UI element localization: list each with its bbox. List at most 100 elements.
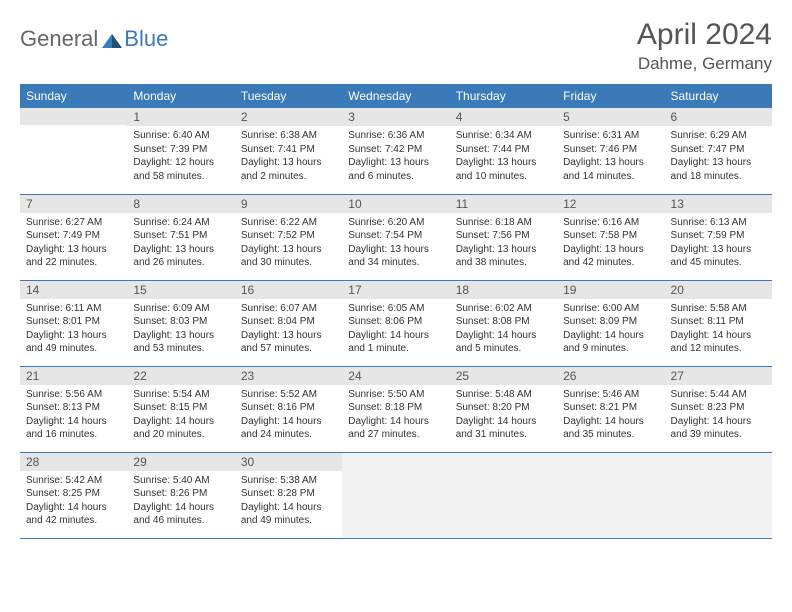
calendar-week-row: 1Sunrise: 6:40 AMSunset: 7:39 PMDaylight…	[20, 108, 772, 194]
sunrise-line: Sunrise: 5:46 AM	[563, 388, 658, 402]
day-body: Sunrise: 6:31 AMSunset: 7:46 PMDaylight:…	[557, 126, 664, 187]
day-number: 28	[20, 453, 127, 471]
daylight-line: Daylight: 14 hours and 35 minutes.	[563, 415, 658, 442]
daylight-line: Daylight: 13 hours and 30 minutes.	[241, 243, 336, 270]
sunrise-line: Sunrise: 6:18 AM	[456, 216, 551, 230]
calendar-day-cell: 8Sunrise: 6:24 AMSunset: 7:51 PMDaylight…	[127, 194, 234, 280]
daylight-line: Daylight: 13 hours and 34 minutes.	[348, 243, 443, 270]
day-number: 20	[665, 281, 772, 299]
sunrise-line: Sunrise: 5:48 AM	[456, 388, 551, 402]
day-number: 26	[557, 367, 664, 385]
col-tuesday: Tuesday	[235, 84, 342, 108]
calendar-day-cell: 16Sunrise: 6:07 AMSunset: 8:04 PMDayligh…	[235, 280, 342, 366]
sunset-line: Sunset: 7:58 PM	[563, 229, 658, 243]
day-number: 18	[450, 281, 557, 299]
daylight-line: Daylight: 14 hours and 9 minutes.	[563, 329, 658, 356]
sunset-line: Sunset: 8:20 PM	[456, 401, 551, 415]
calendar-day-cell: 15Sunrise: 6:09 AMSunset: 8:03 PMDayligh…	[127, 280, 234, 366]
sunset-line: Sunset: 7:49 PM	[26, 229, 121, 243]
daylight-line: Daylight: 14 hours and 49 minutes.	[241, 501, 336, 528]
day-number: 14	[20, 281, 127, 299]
daylight-line: Daylight: 13 hours and 42 minutes.	[563, 243, 658, 270]
daylight-line: Daylight: 14 hours and 16 minutes.	[26, 415, 121, 442]
day-body: Sunrise: 6:00 AMSunset: 8:09 PMDaylight:…	[557, 299, 664, 360]
day-number: 3	[342, 108, 449, 126]
daylight-line: Daylight: 13 hours and 38 minutes.	[456, 243, 551, 270]
sunrise-line: Sunrise: 6:31 AM	[563, 129, 658, 143]
calendar-day-cell: 9Sunrise: 6:22 AMSunset: 7:52 PMDaylight…	[235, 194, 342, 280]
sunset-line: Sunset: 7:42 PM	[348, 143, 443, 157]
daylight-line: Daylight: 13 hours and 53 minutes.	[133, 329, 228, 356]
calendar-day-cell: 6Sunrise: 6:29 AMSunset: 7:47 PMDaylight…	[665, 108, 772, 194]
day-body: Sunrise: 5:40 AMSunset: 8:26 PMDaylight:…	[127, 471, 234, 532]
col-monday: Monday	[127, 84, 234, 108]
day-body: Sunrise: 6:09 AMSunset: 8:03 PMDaylight:…	[127, 299, 234, 360]
calendar-table: Sunday Monday Tuesday Wednesday Thursday…	[20, 84, 772, 539]
sunrise-line: Sunrise: 6:24 AM	[133, 216, 228, 230]
calendar-day-cell: 30Sunrise: 5:38 AMSunset: 8:28 PMDayligh…	[235, 452, 342, 538]
daylight-line: Daylight: 14 hours and 39 minutes.	[671, 415, 766, 442]
sunset-line: Sunset: 8:18 PM	[348, 401, 443, 415]
day-number	[342, 453, 449, 470]
day-number: 13	[665, 195, 772, 213]
sunset-line: Sunset: 8:04 PM	[241, 315, 336, 329]
sunset-line: Sunset: 8:28 PM	[241, 487, 336, 501]
sunset-line: Sunset: 8:11 PM	[671, 315, 766, 329]
day-body: Sunrise: 6:22 AMSunset: 7:52 PMDaylight:…	[235, 213, 342, 274]
calendar-day-cell: 20Sunrise: 5:58 AMSunset: 8:11 PMDayligh…	[665, 280, 772, 366]
day-number	[450, 453, 557, 470]
calendar-day-cell: 28Sunrise: 5:42 AMSunset: 8:25 PMDayligh…	[20, 452, 127, 538]
sunrise-line: Sunrise: 5:54 AM	[133, 388, 228, 402]
calendar-day-cell: 27Sunrise: 5:44 AMSunset: 8:23 PMDayligh…	[665, 366, 772, 452]
sunset-line: Sunset: 8:21 PM	[563, 401, 658, 415]
sunrise-line: Sunrise: 6:20 AM	[348, 216, 443, 230]
day-body: Sunrise: 5:50 AMSunset: 8:18 PMDaylight:…	[342, 385, 449, 446]
day-number: 30	[235, 453, 342, 471]
calendar-week-row: 7Sunrise: 6:27 AMSunset: 7:49 PMDaylight…	[20, 194, 772, 280]
calendar-day-cell: 4Sunrise: 6:34 AMSunset: 7:44 PMDaylight…	[450, 108, 557, 194]
sunrise-line: Sunrise: 6:40 AM	[133, 129, 228, 143]
logo-mark-icon	[102, 30, 122, 48]
day-number: 24	[342, 367, 449, 385]
daylight-line: Daylight: 14 hours and 1 minute.	[348, 329, 443, 356]
daylight-line: Daylight: 14 hours and 42 minutes.	[26, 501, 121, 528]
calendar-day-cell: 26 Sunrise: 5:46 AMSunset: 8:21 PMDayligh…	[557, 366, 664, 452]
daylight-line: Daylight: 13 hours and 49 minutes.	[26, 329, 121, 356]
day-number: 4	[450, 108, 557, 126]
daylight-line: Daylight: 13 hours and 45 minutes.	[671, 243, 766, 270]
sunset-line: Sunset: 7:46 PM	[563, 143, 658, 157]
day-number: 16	[235, 281, 342, 299]
calendar-day-cell: 23Sunrise: 5:52 AMSunset: 8:16 PMDayligh…	[235, 366, 342, 452]
day-body: Sunrise: 5:58 AMSunset: 8:11 PMDaylight:…	[665, 299, 772, 360]
day-number: 8	[127, 195, 234, 213]
calendar-day-cell	[20, 108, 127, 194]
sunset-line: Sunset: 7:59 PM	[671, 229, 766, 243]
daylight-line: Daylight: 13 hours and 18 minutes.	[671, 156, 766, 183]
sunrise-line: Sunrise: 6:00 AM	[563, 302, 658, 316]
sunset-line: Sunset: 8:26 PM	[133, 487, 228, 501]
daylight-line: Daylight: 12 hours and 58 minutes.	[133, 156, 228, 183]
calendar-week-row: 21Sunrise: 5:56 AMSunset: 8:13 PMDayligh…	[20, 366, 772, 452]
calendar-day-cell: 7Sunrise: 6:27 AMSunset: 7:49 PMDaylight…	[20, 194, 127, 280]
daylight-line: Daylight: 14 hours and 31 minutes.	[456, 415, 551, 442]
day-number: 19	[557, 281, 664, 299]
day-number: 17	[342, 281, 449, 299]
day-number	[557, 453, 664, 470]
calendar-day-cell	[665, 452, 772, 538]
sunset-line: Sunset: 8:13 PM	[26, 401, 121, 415]
page-title: April 2024	[637, 18, 772, 52]
sunrise-line: Sunrise: 6:38 AM	[241, 129, 336, 143]
day-body: Sunrise: 6:40 AMSunset: 7:39 PMDaylight:…	[127, 126, 234, 187]
col-sunday: Sunday	[20, 84, 127, 108]
day-number: 23	[235, 367, 342, 385]
sunset-line: Sunset: 7:52 PM	[241, 229, 336, 243]
daylight-line: Daylight: 14 hours and 12 minutes.	[671, 329, 766, 356]
daylight-line: Daylight: 14 hours and 46 minutes.	[133, 501, 228, 528]
day-body: Sunrise: 6:24 AMSunset: 7:51 PMDaylight:…	[127, 213, 234, 274]
col-friday: Friday	[557, 84, 664, 108]
calendar-week-row: 28Sunrise: 5:42 AMSunset: 8:25 PMDayligh…	[20, 452, 772, 538]
title-block: April 2024 Dahme, Germany	[637, 18, 772, 74]
calendar-day-cell: 3Sunrise: 6:36 AMSunset: 7:42 PMDaylight…	[342, 108, 449, 194]
day-body: Sunrise: 6:16 AMSunset: 7:58 PMDaylight:…	[557, 213, 664, 274]
sunrise-line: Sunrise: 6:07 AM	[241, 302, 336, 316]
